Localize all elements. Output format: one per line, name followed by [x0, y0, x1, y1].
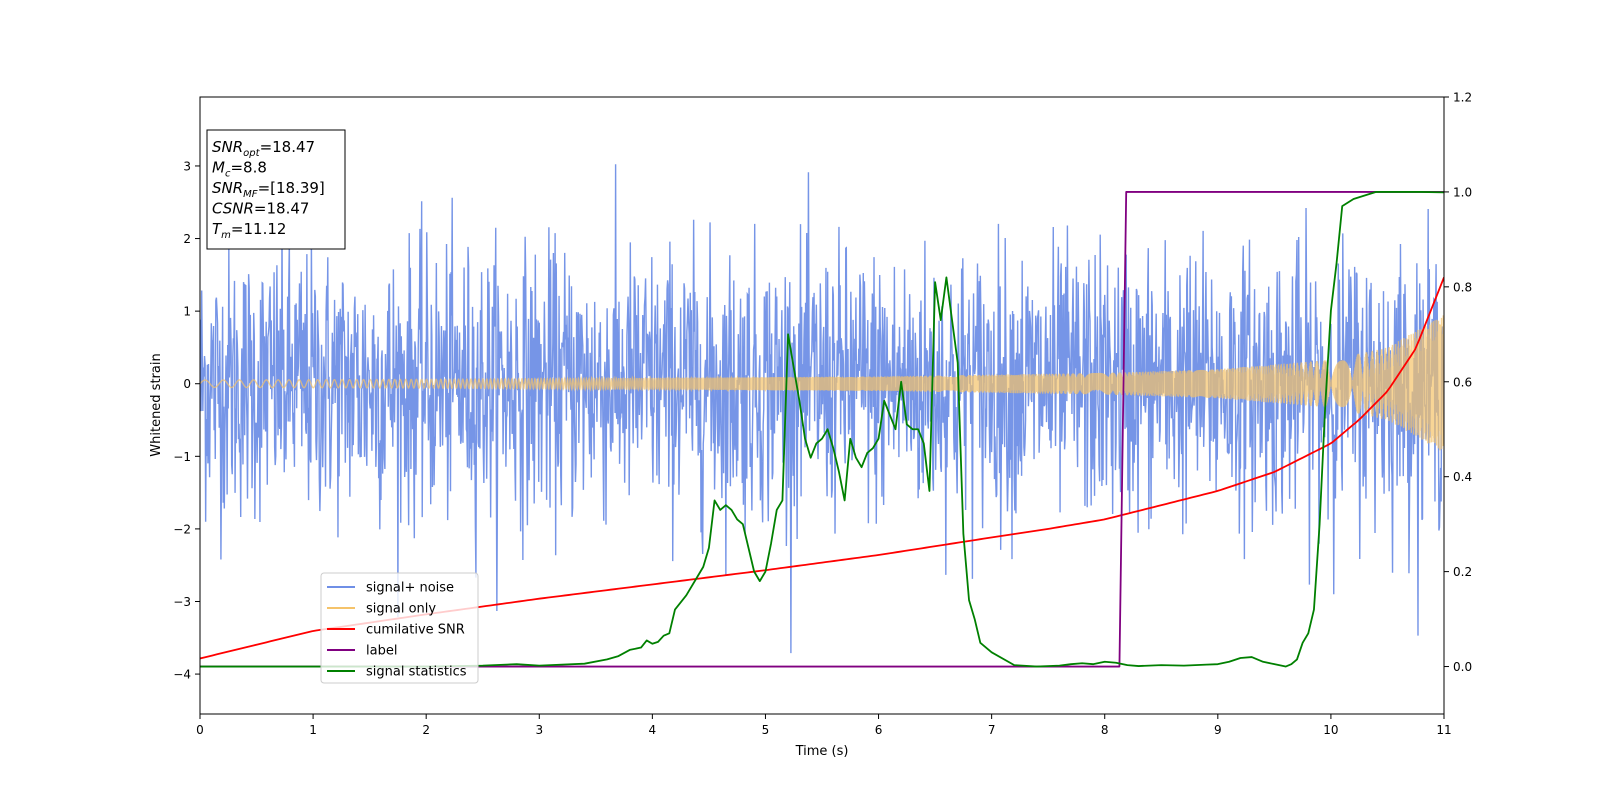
y-right-tick-label: 0.4	[1453, 470, 1472, 484]
annotation-box: SNRopt=18.47Mc=8.8SNRMF=[18.39]CSNR=18.4…	[206, 129, 346, 250]
x-axis: 0 1 2 3 4 5 6 7 8 9 10 11	[196, 714, 1452, 737]
y-axis-label: Whitened strain	[149, 353, 164, 456]
legend-entry-label: cumilative SNR	[366, 623, 465, 638]
legend-entry-label: signal statistics	[366, 665, 467, 680]
series-signal-statistics	[200, 191, 1444, 668]
legend-frame	[320, 572, 479, 684]
legend-entry-label: signal+ noise	[366, 581, 454, 596]
plot-frame	[199, 96, 1445, 715]
y-right-tick-label: 0.6	[1453, 375, 1472, 389]
y-right-tick-label: 0.8	[1453, 280, 1472, 294]
x-tick-label: 10	[1323, 723, 1338, 737]
y-axis-left: −4 −3 −2 −1 0 1 2 3	[173, 159, 200, 682]
y-left-tick-label: 0	[183, 377, 191, 391]
series-signal-only	[200, 315, 1444, 451]
annotation-line: SNRMF=[18.39]	[212, 179, 325, 200]
x-tick-label: 2	[422, 723, 430, 737]
y-right-tick-label: 0.0	[1453, 660, 1472, 674]
y-left-tick-label: 2	[183, 232, 191, 246]
legend-entry-label: signal only	[366, 602, 436, 617]
x-tick-label: 6	[875, 723, 883, 737]
x-axis-label: Time (s)	[795, 744, 849, 759]
x-tick-label: 1	[309, 723, 317, 737]
x-tick-label: 11	[1436, 723, 1451, 737]
x-tick-label: 5	[762, 723, 770, 737]
legend-entry-label: label	[366, 644, 397, 659]
x-tick-label: 7	[988, 723, 996, 737]
y-left-tick-label: −1	[173, 450, 191, 464]
series-label	[200, 191, 1444, 668]
annotation-line: Mc=8.8	[212, 159, 267, 180]
y-left-tick-label: −3	[173, 595, 191, 609]
x-tick-label: 3	[535, 723, 543, 737]
y-left-tick-label: 3	[183, 159, 191, 173]
y-right-tick-label: 1.0	[1453, 185, 1472, 199]
x-tick-label: 8	[1101, 723, 1109, 737]
annotation-line: CSNR=18.47	[212, 200, 309, 218]
annotation-line: Tm=11.12	[212, 220, 286, 241]
y-left-tick-label: 1	[183, 305, 191, 319]
x-tick-label: 9	[1214, 723, 1222, 737]
annotation-frame	[206, 129, 346, 250]
x-tick-label: 4	[649, 723, 657, 737]
series-signal-noise	[200, 164, 1444, 654]
y-right-tick-label: 0.2	[1453, 565, 1472, 579]
y-axis-right: 0.0 0.2 0.4 0.6 0.8 1.0 1.2	[1444, 91, 1472, 674]
legend: signal+ noise signal only cumilative SNR la…	[320, 572, 479, 684]
annotation-line: SNRopt=18.47	[212, 138, 315, 159]
y-right-tick-label: 1.2	[1453, 91, 1472, 105]
y-left-tick-label: −2	[173, 522, 191, 536]
y-left-tick-label: −4	[173, 668, 191, 682]
x-tick-label: 0	[196, 723, 204, 737]
